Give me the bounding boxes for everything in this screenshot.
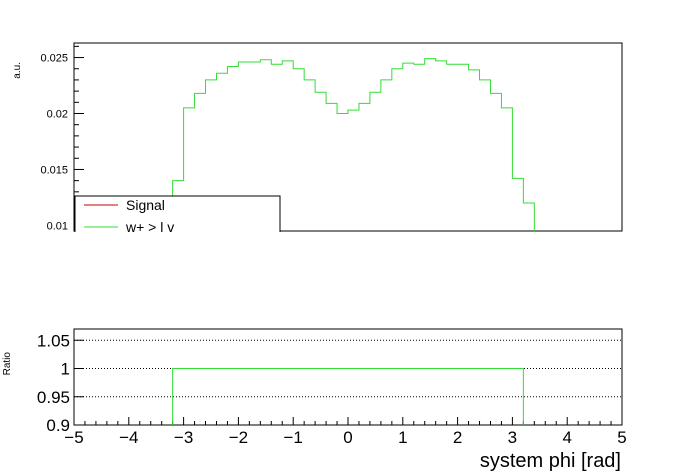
legend-label-wlv: w+ > l v — [125, 219, 174, 235]
top-y-axis: 0.01 0.015 0.02 0.025 — [40, 45, 84, 232]
x-tick-label: 3 — [508, 428, 517, 447]
x-tick-label: −1 — [284, 428, 303, 447]
x-axis-label: system phi [rad] — [480, 450, 621, 472]
bottom-y-tick-label: 1 — [61, 360, 70, 379]
top-y-axis-label: a.u. — [12, 62, 23, 79]
bottom-panel-clip-mask — [0, 300, 698, 328]
x-tick-label: −4 — [119, 428, 138, 447]
x-tick-label: −3 — [174, 428, 193, 447]
bottom-x-axis: −5 −4 −3 −2 −1 0 1 2 3 4 5 — [64, 417, 627, 447]
x-tick-label: −2 — [229, 428, 248, 447]
top-plot-frame — [73, 42, 623, 232]
x-tick-label: 0 — [343, 428, 352, 447]
x-tick-label: 1 — [398, 428, 407, 447]
x-tick-label: 2 — [453, 428, 462, 447]
top-panel: 0.01 0.015 0.02 0.025 a.u. Signal w+ > l v — [0, 42, 698, 328]
legend-box — [74, 195, 281, 237]
top-y-tick-label: 0.01 — [47, 220, 68, 232]
bottom-plot-frame — [73, 328, 623, 426]
ratio-line — [172, 368, 524, 425]
top-y-tick-label: 0.025 — [40, 53, 68, 65]
bottom-y-axis-label: Ratio — [2, 352, 13, 376]
bottom-y-tick-label: 0.9 — [46, 416, 70, 435]
top-histogram-line — [161, 58, 535, 236]
legend: Signal w+ > l v — [74, 195, 281, 237]
bottom-y-tick-label: 1.05 — [37, 331, 70, 350]
top-y-tick-label: 0.02 — [47, 109, 68, 121]
legend-label-signal: Signal — [126, 197, 165, 213]
x-tick-label: −5 — [64, 428, 83, 447]
x-tick-label: 4 — [562, 428, 571, 447]
bottom-y-tick-label: 0.95 — [37, 388, 70, 407]
x-tick-label: 5 — [617, 428, 626, 447]
top-y-tick-label: 0.015 — [40, 164, 68, 176]
